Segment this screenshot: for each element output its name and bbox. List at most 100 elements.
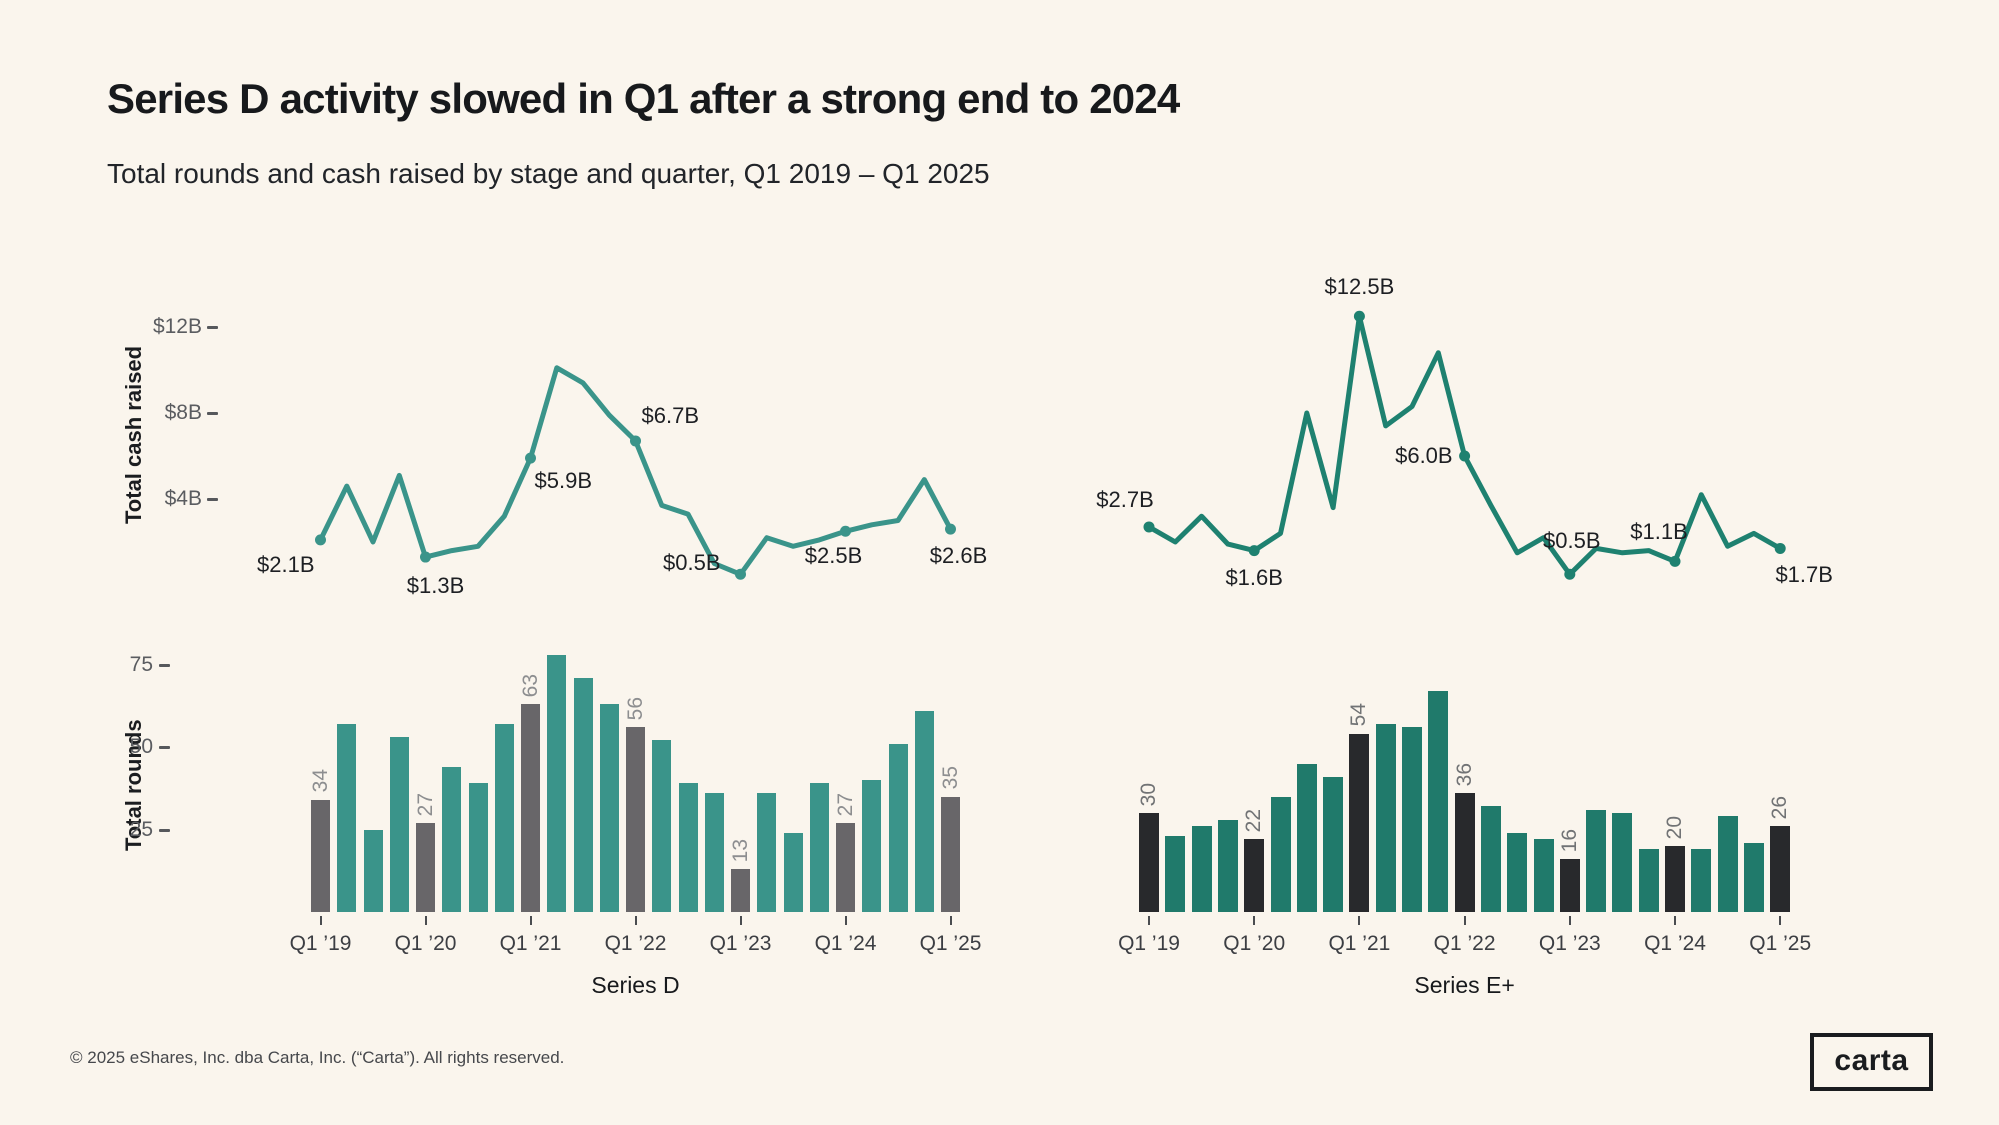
point-value-label: $2.6B: [929, 543, 988, 569]
bar-quarter: [1533, 839, 1554, 912]
y-axis-title: Total rounds: [121, 719, 146, 851]
x-tick-mark: [424, 916, 427, 925]
x-tick-label: Q1 ’23: [1538, 932, 1601, 955]
bar-value-label: 22: [1242, 809, 1266, 833]
data-point-marker: [1248, 545, 1260, 557]
x-tick-mark: [1358, 916, 1361, 925]
x-tick-label: Q1 ’23: [709, 932, 772, 955]
bar-quarter-q1: [1454, 793, 1475, 912]
bar-value-label: 36: [1452, 762, 1476, 787]
x-tick-mark: [1253, 916, 1256, 925]
copyright-text: © 2025 eShares, Inc. dba Carta, Inc. (“C…: [70, 1048, 565, 1067]
bar-quarter: [1323, 776, 1344, 912]
data-point-marker: [630, 435, 641, 447]
bar-quarter: [1191, 826, 1212, 912]
point-value-label: $0.5B: [1543, 528, 1601, 554]
point-value-label: $2.1B: [257, 551, 315, 577]
x-tick-mark: [1674, 916, 1676, 925]
line-chart-series-e-cash: $2.7B $1.6B $12.5B $6.0B $0.5B $1.1B $1.7B: [1095, 255, 1895, 615]
bar-quarter: [809, 783, 829, 912]
x-tick-label: Q1 ’20: [394, 932, 457, 955]
bar-quarter: [1507, 832, 1528, 912]
bar-quarter: [914, 710, 934, 912]
bar-quarter-q1: [521, 704, 540, 912]
x-tick-mark: [319, 916, 322, 925]
data-point-marker: [1774, 542, 1786, 554]
point-value-label: $5.9B: [534, 468, 593, 494]
point-value-label: $6.7B: [641, 402, 700, 428]
bar-quarter: [1586, 809, 1607, 912]
bar-quarter: [1717, 816, 1738, 912]
bar-quarter: [442, 766, 462, 912]
page-subtitle: Total rounds and cash raised by stage an…: [107, 158, 990, 189]
y-axis-title: Total cash raised: [121, 345, 146, 525]
bar-quarter: [1480, 806, 1501, 912]
data-point-marker: [315, 534, 326, 546]
bar-quarter: [888, 743, 908, 912]
bar-quarter: [1691, 849, 1712, 912]
bar-quarter: [389, 737, 409, 912]
x-tick-label: Q1 ’20: [1223, 932, 1286, 955]
bar-value-label: 34: [308, 769, 332, 793]
carta-logo: carta: [1810, 1033, 1933, 1091]
cash-raised-line-plot: [1143, 310, 1786, 580]
bar-quarter: [573, 677, 593, 912]
bar-quarter: [1375, 723, 1396, 912]
data-point-marker: [1669, 555, 1681, 567]
carta-logo-text: carta: [1834, 1043, 1909, 1077]
page-title: Series D activity slowed in Q1 after a s…: [107, 75, 1180, 122]
y-tick-label: $4B: [164, 487, 202, 510]
bar-quarter: [1428, 690, 1449, 912]
bar-quarter: [468, 783, 488, 912]
x-tick-mark: [634, 916, 637, 925]
bar-quarter: [1217, 819, 1238, 912]
data-point-marker: [1143, 521, 1155, 533]
x-tick-label: Q1 ’19: [289, 932, 352, 955]
x-tick-mark: [1568, 916, 1571, 925]
bar-quarter-q1: [1139, 813, 1159, 912]
bar-quarter: [1638, 849, 1659, 912]
bar-quarter-q1: [311, 799, 330, 912]
x-tick-label: Q1 ’21: [1328, 932, 1391, 955]
bar-quarter-q1: [941, 796, 960, 912]
x-tick-mark: [949, 916, 952, 925]
bar-quarter: [704, 793, 724, 912]
point-value-label: $1.7B: [1775, 562, 1833, 588]
data-point-marker: [1459, 450, 1471, 462]
data-point-marker: [735, 568, 746, 580]
bar-value-label: 63: [518, 673, 542, 698]
bar-value-label: 27: [413, 792, 437, 816]
bar-quarter: [652, 740, 672, 912]
y-tick-label: 25: [129, 817, 153, 841]
bar-quarter: [1296, 763, 1317, 912]
bar-value-label: 16: [1557, 828, 1581, 853]
data-point-marker: [525, 452, 536, 464]
bar-quarter-q1: [1665, 846, 1685, 912]
bar-quarter-q1: [1770, 826, 1791, 912]
x-tick-mark: [739, 916, 742, 925]
bar-value-label: 56: [623, 696, 647, 721]
bar-chart-series-e-rounds: 30 22 54 36 16 20 26 Q1 ’19 Q1 ’20 Q1 ’21 Q1 ’22 Q1…: [1095, 640, 1895, 1015]
bar-quarter: [494, 723, 514, 912]
bar-quarter-q1: [416, 822, 435, 912]
bar-quarter-q1: [731, 869, 750, 912]
data-point-marker: [840, 525, 851, 537]
y-tick-mark: [159, 746, 170, 749]
data-point-marker: [1564, 568, 1576, 580]
bar-quarter: [1165, 836, 1186, 912]
bar-value-label: 54: [1347, 703, 1371, 727]
y-tick-mark: [159, 828, 170, 832]
point-value-label: $2.7B: [1096, 486, 1154, 512]
cash-raised-line-plot: [315, 365, 956, 580]
x-tick-label: Q1 ’21: [499, 932, 562, 955]
point-value-label: $12.5B: [1324, 274, 1395, 300]
bar-value-label: 30: [1137, 782, 1160, 806]
y-tick-label: 50: [129, 735, 153, 758]
y-tick-mark: [207, 326, 218, 329]
bar-quarter-q1: [626, 727, 645, 912]
x-tick-label: Q1 ’24: [814, 932, 877, 955]
bar-value-label: 26: [1768, 795, 1792, 820]
y-tick-label: $12B: [152, 315, 202, 338]
x-tick-label: Q1 ’19: [1118, 932, 1180, 955]
bar-quarter: [363, 829, 383, 912]
